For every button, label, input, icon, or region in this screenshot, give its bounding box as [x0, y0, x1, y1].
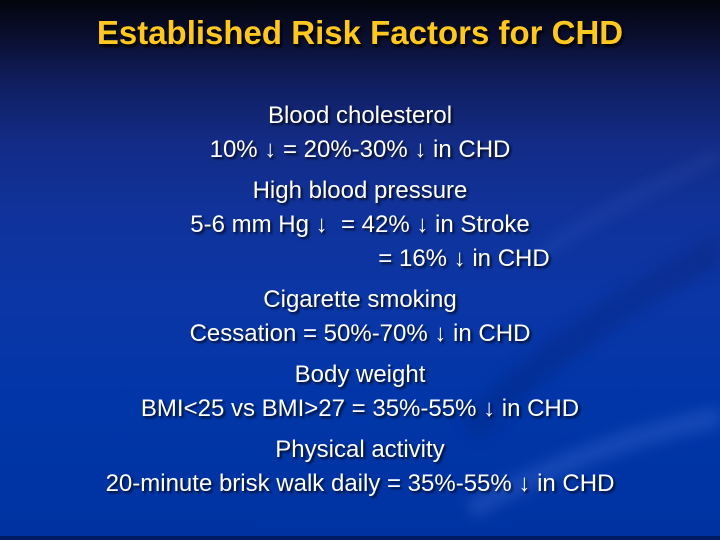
section-blood-cholesterol: Blood cholesterol 10% ↓ = 20%-30% ↓ in C… — [0, 99, 720, 167]
section-body-weight: Body weight BMI<25 vs BMI>27 = 35%-55% ↓… — [0, 358, 720, 426]
section-detail-line: 5-6 mm Hg ↓ = 42% ↓ in Stroke — [190, 211, 530, 238]
section-detail-line: BMI<25 vs BMI>27 = 35%-55% ↓ in CHD — [140, 395, 580, 422]
section-heading: Physical activity — [275, 436, 445, 463]
section-heading: Cigarette smoking — [263, 286, 457, 313]
section-heading: Blood cholesterol — [267, 102, 453, 129]
section-physical-activity: Physical activity 20-minute brisk walk d… — [0, 433, 720, 501]
section-heading: High blood pressure — [252, 177, 468, 204]
slide-title: Established Risk Factors for CHD — [96, 14, 624, 51]
section-detail-line: Cessation = 50%-70% ↓ in CHD — [189, 320, 531, 347]
slide-body: Blood cholesterol 10% ↓ = 20%-30% ↓ in C… — [0, 99, 720, 508]
section-detail-line: = 16% ↓ in CHD — [378, 245, 550, 272]
section-heading: Body weight — [294, 361, 426, 388]
section-detail-line: 10% ↓ = 20%-30% ↓ in CHD — [209, 136, 511, 163]
section-high-blood-pressure: High blood pressure 5-6 mm Hg ↓ = 42% ↓ … — [0, 174, 720, 276]
section-detail-line: 20-minute brisk walk daily = 35%-55% ↓ i… — [105, 470, 615, 497]
section-cigarette-smoking: Cigarette smoking Cessation = 50%-70% ↓ … — [0, 283, 720, 351]
